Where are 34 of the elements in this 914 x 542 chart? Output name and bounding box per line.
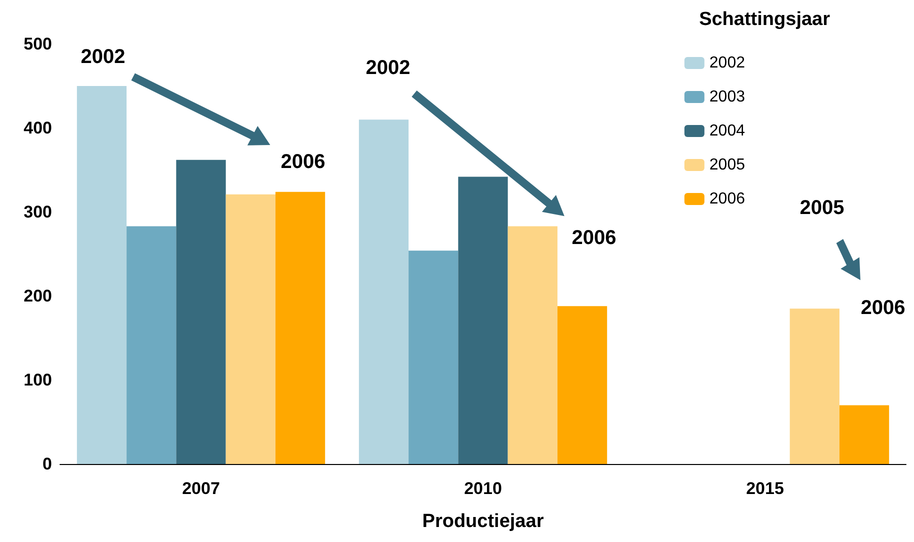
y-tick-label: 100	[24, 370, 52, 390]
bar	[226, 194, 276, 464]
legend-label: 2002	[709, 54, 746, 72]
bar	[76, 86, 127, 464]
bar	[508, 226, 558, 464]
y-tick-label: 500	[24, 34, 52, 54]
bar	[408, 250, 458, 464]
bar	[176, 160, 226, 464]
annotation: 2006	[572, 227, 616, 249]
legend-label: 2006	[709, 190, 746, 208]
bar	[557, 306, 608, 464]
x-tick-label: 2015	[746, 479, 784, 498]
annotation: 2002	[80, 46, 126, 68]
annotation: 2006	[280, 151, 326, 173]
y-tick-label: 400	[24, 118, 52, 138]
y-tick-label: 200	[24, 286, 52, 306]
bar	[458, 176, 508, 464]
bar	[275, 192, 326, 464]
x-tick-label: 2007	[182, 479, 220, 498]
bar	[790, 308, 840, 464]
bar	[126, 226, 176, 464]
bar	[358, 120, 409, 464]
annotation: 2002	[366, 57, 410, 79]
bar	[839, 405, 890, 464]
x-tick-label: 2010	[464, 479, 502, 498]
annotation: 2005	[800, 197, 844, 219]
y-tick-label: 0	[42, 454, 52, 474]
legend-label: 2004	[709, 122, 746, 140]
x-axis-title: Productiejaar	[422, 511, 544, 532]
legend-label: 2005	[709, 156, 746, 174]
legend-label: 2003	[709, 88, 746, 106]
legend-title: Schattingsjaar	[699, 9, 831, 30]
annotation: 2006	[860, 297, 906, 319]
y-tick-label: 300	[24, 202, 52, 222]
